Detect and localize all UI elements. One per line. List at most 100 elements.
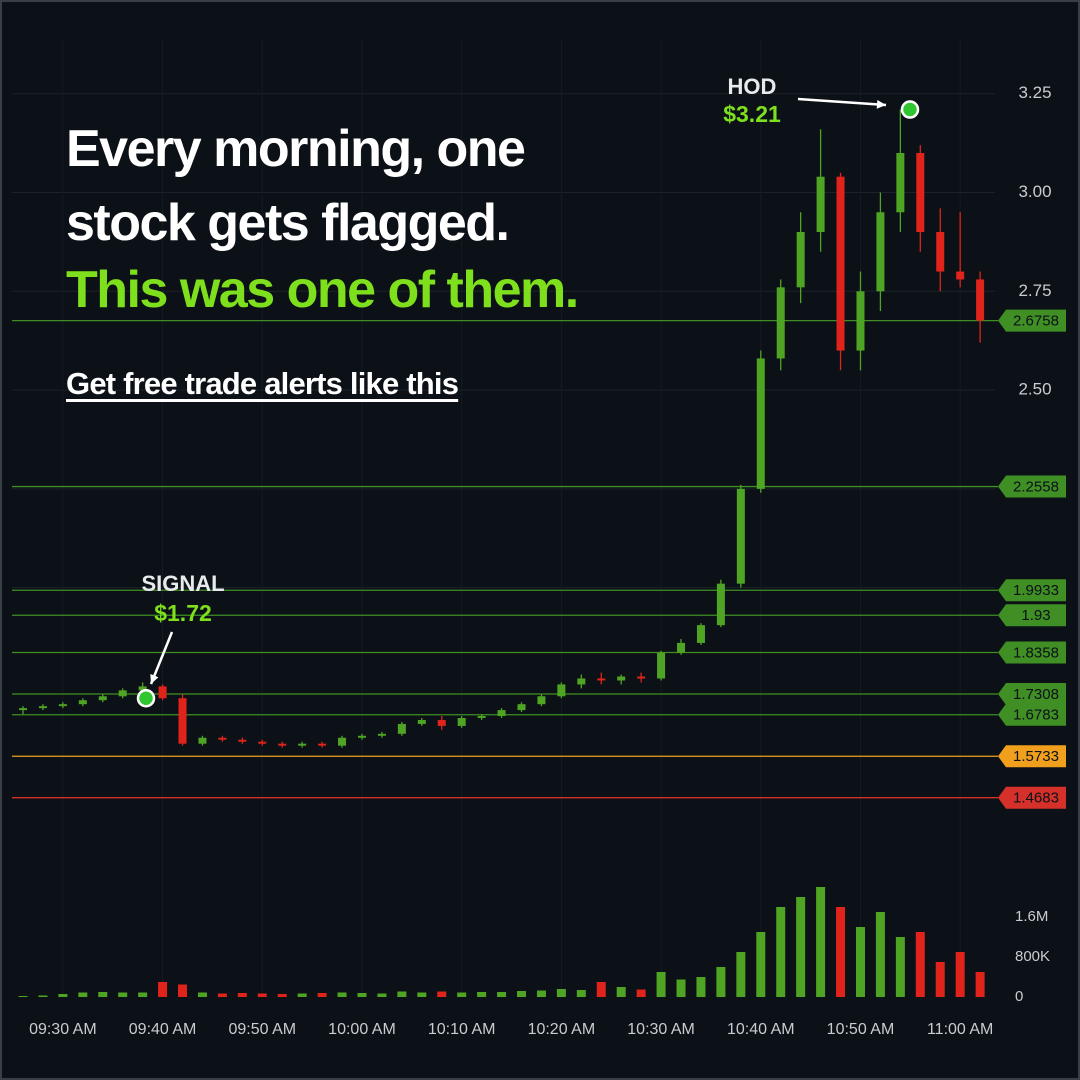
volume-bar: [98, 992, 108, 997]
volume-bar: [676, 979, 686, 997]
candle-body: [657, 652, 666, 679]
level-label: 2.6758: [1013, 313, 1059, 330]
annotation-label: SIGNAL: [141, 571, 224, 596]
x-tick-label: 09:50 AM: [228, 1021, 296, 1038]
volume-tick-label: 800K: [1015, 948, 1050, 965]
volume-bar: [636, 989, 646, 997]
volume-bar: [277, 994, 287, 997]
candle-body: [218, 737, 227, 740]
annotation-price: $1.72: [154, 600, 212, 626]
volume-bar: [138, 992, 148, 997]
candle-body: [916, 153, 925, 233]
level-tag: [998, 579, 1066, 602]
level-tag: [998, 703, 1066, 726]
annotation-price: $3.21: [723, 101, 781, 127]
x-tick-label: 09:30 AM: [29, 1021, 97, 1038]
volume-bar: [257, 993, 267, 997]
level-tag: [998, 641, 1066, 664]
candle-body: [776, 287, 785, 359]
level-tag: [998, 745, 1066, 768]
volume-bar: [616, 987, 626, 997]
candle-body: [138, 686, 147, 691]
level-label: 2.2558: [1013, 479, 1059, 496]
volume-bar: [18, 996, 28, 997]
headline: Every morning, one stock gets flagged.: [66, 120, 526, 252]
volume-tick-label: 1.6M: [1015, 908, 1048, 925]
volume-bar: [536, 990, 546, 997]
y-tick-label: 2.75: [1018, 281, 1051, 300]
level-tag: [998, 682, 1066, 705]
volume-bar: [935, 962, 945, 997]
volume-bar: [377, 993, 387, 997]
level-label: 1.4683: [1013, 790, 1059, 807]
level-tag: [998, 309, 1066, 332]
volume-tick-label: 0: [1015, 988, 1023, 1005]
volume-bar: [477, 992, 487, 997]
candle-body: [38, 706, 47, 709]
x-tick-label: 09:40 AM: [129, 1021, 197, 1038]
volume-bar: [497, 992, 507, 997]
volume-bar: [158, 982, 168, 997]
candle-body: [557, 684, 566, 697]
sub-headline: This was one of them.: [66, 261, 579, 319]
candle-body: [78, 700, 87, 705]
volume-bar: [656, 972, 666, 997]
candle-body: [397, 723, 406, 734]
candle-body: [457, 718, 466, 726]
candle-body: [278, 743, 287, 746]
volume-bar: [297, 993, 307, 997]
candle-body: [417, 719, 426, 724]
candle-body: [597, 678, 606, 681]
candle-body: [756, 358, 765, 489]
x-tick-label: 10:40 AM: [727, 1021, 795, 1038]
volume-bar: [337, 992, 347, 997]
x-tick-label: 10:10 AM: [428, 1021, 496, 1038]
candle-body: [876, 212, 885, 292]
volume-bar: [836, 907, 846, 997]
annotation-dot: [900, 100, 920, 119]
candle-body: [617, 676, 626, 681]
candle-body: [736, 488, 745, 584]
alerts-link[interactable]: Get free trade alerts like this: [66, 366, 459, 401]
volume-bar: [955, 952, 965, 997]
level-label: 1.93: [1021, 607, 1050, 624]
volume-bar: [895, 937, 905, 997]
candle-body: [637, 676, 646, 679]
candle-body: [956, 271, 965, 280]
candle-body: [856, 291, 865, 351]
candle-body: [198, 737, 207, 744]
volume-bar: [397, 991, 407, 997]
level-label: 1.6783: [1013, 707, 1059, 724]
candle-body: [238, 739, 247, 742]
candle-body: [497, 710, 506, 717]
volume-bar: [457, 992, 467, 997]
volume-bar: [776, 907, 786, 997]
y-tick-label: 3.00: [1018, 182, 1051, 201]
volume-bar: [855, 927, 865, 997]
x-tick-label: 11:00 AM: [927, 1021, 993, 1038]
volume-bar: [576, 990, 586, 997]
candle-body: [477, 716, 486, 719]
level-label: 1.5733: [1013, 748, 1059, 765]
volume-bar: [975, 972, 985, 997]
candle-body: [318, 743, 327, 746]
volume-bar: [696, 977, 706, 997]
annotation-arrow: [149, 631, 174, 685]
annotation-dot: [136, 689, 156, 708]
volume-bar: [716, 967, 726, 997]
candle-body: [696, 625, 705, 643]
candle-body: [517, 704, 526, 711]
x-tick-label: 10:20 AM: [528, 1021, 596, 1038]
x-tick-label: 10:50 AM: [827, 1021, 895, 1038]
annotation-arrowhead: [150, 674, 159, 684]
annotation-arrow: [797, 97, 887, 107]
volume-bar: [736, 952, 746, 997]
level-tag: [998, 604, 1066, 627]
volume-bar: [357, 993, 367, 997]
candle-body: [836, 176, 845, 351]
volume-bar: [437, 991, 447, 997]
candle-body: [537, 696, 546, 705]
y-tick-label: 3.25: [1018, 83, 1051, 102]
level-label: 1.7308: [1013, 686, 1059, 703]
